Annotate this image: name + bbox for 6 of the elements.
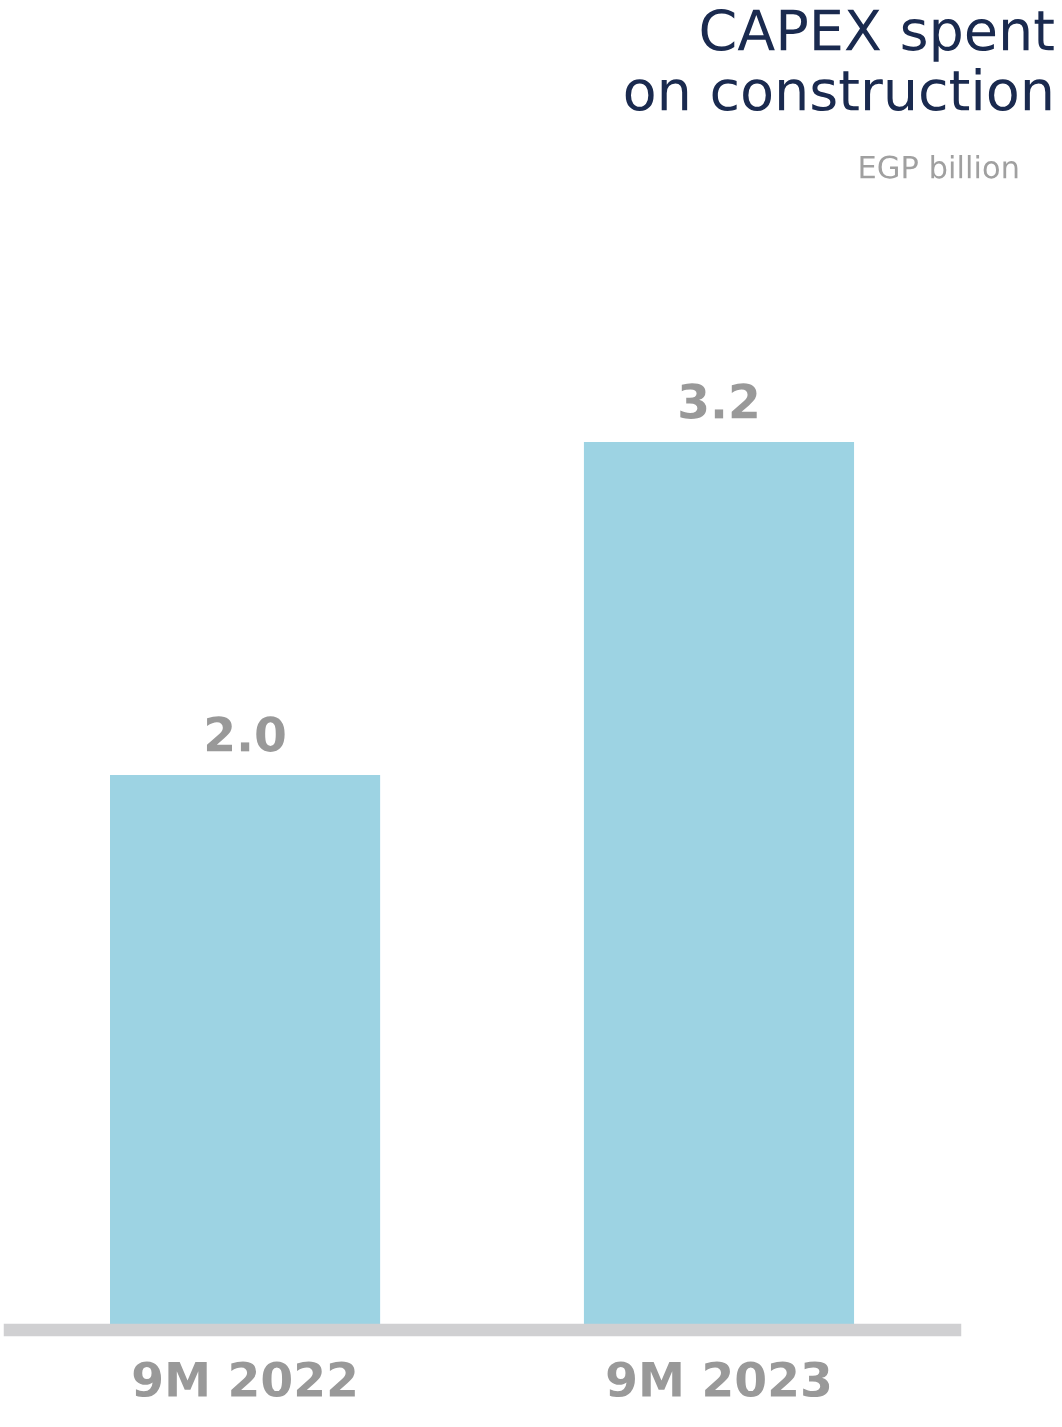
data-label: 2.0 xyxy=(206,716,285,752)
data-label: 3.2 xyxy=(680,383,757,420)
chart-title: CAPEX spent on construction xyxy=(625,8,1054,112)
x-tick-label: 9M 2023 xyxy=(607,1361,830,1398)
chart-subtitle: EGP billion xyxy=(860,155,1018,179)
x-tick-label: 9M 2022 xyxy=(133,1361,355,1398)
